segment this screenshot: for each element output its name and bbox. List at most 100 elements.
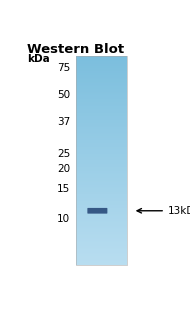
Bar <box>76 249 127 250</box>
Bar <box>76 119 127 120</box>
Bar <box>76 127 127 128</box>
Bar <box>76 157 127 158</box>
Bar <box>76 63 127 64</box>
Bar <box>76 264 127 265</box>
Bar <box>76 186 127 187</box>
Bar <box>76 255 127 256</box>
Bar <box>76 75 127 76</box>
Bar <box>76 154 127 155</box>
Bar <box>76 61 127 62</box>
Bar <box>76 208 127 209</box>
Bar <box>76 253 127 254</box>
Bar <box>76 59 127 60</box>
Bar <box>76 116 127 117</box>
Bar <box>76 101 127 102</box>
Bar <box>76 162 127 163</box>
Bar <box>76 68 127 69</box>
Bar <box>76 77 127 78</box>
Bar <box>76 180 127 181</box>
Bar <box>76 170 127 171</box>
Bar <box>76 226 127 227</box>
Text: kDa: kDa <box>27 54 49 64</box>
Bar <box>76 262 127 263</box>
Bar <box>76 151 127 152</box>
Bar <box>76 195 127 196</box>
Bar <box>76 125 127 126</box>
Bar <box>76 212 127 213</box>
Bar <box>76 84 127 85</box>
Bar <box>76 259 127 260</box>
Bar <box>76 98 127 99</box>
Bar <box>76 136 127 137</box>
Bar <box>76 164 127 165</box>
Bar <box>76 246 127 247</box>
Bar <box>76 163 127 164</box>
Bar <box>76 94 127 95</box>
Bar <box>76 179 127 180</box>
Bar <box>76 64 127 65</box>
Bar <box>76 132 127 133</box>
Bar <box>76 174 127 175</box>
Bar <box>76 172 127 173</box>
Bar <box>76 111 127 112</box>
Bar <box>76 110 127 111</box>
Text: 20: 20 <box>57 164 70 174</box>
Bar <box>76 72 127 73</box>
Bar <box>76 201 127 202</box>
Bar <box>76 152 127 153</box>
Bar <box>76 142 127 143</box>
Bar <box>76 91 127 92</box>
Bar <box>76 203 127 204</box>
Bar <box>76 123 127 124</box>
Bar <box>76 217 127 218</box>
Bar <box>76 112 127 113</box>
Bar <box>76 173 127 174</box>
Bar <box>76 96 127 97</box>
Bar <box>76 95 127 96</box>
Bar <box>76 138 127 139</box>
Bar <box>76 113 127 114</box>
Bar <box>76 178 127 179</box>
Bar <box>76 239 127 240</box>
Bar <box>76 108 127 109</box>
Bar <box>76 214 127 215</box>
Bar <box>76 120 127 121</box>
Bar <box>76 135 127 136</box>
Text: 10: 10 <box>57 214 70 224</box>
Bar <box>76 58 127 59</box>
Bar <box>76 194 127 195</box>
Bar <box>76 139 127 140</box>
Bar <box>76 200 127 201</box>
Bar <box>76 204 127 205</box>
Bar <box>76 199 127 200</box>
Bar <box>76 168 127 169</box>
Bar <box>76 56 127 57</box>
Bar <box>76 137 127 138</box>
Bar <box>76 131 127 132</box>
Bar <box>76 129 127 130</box>
Bar <box>76 161 127 162</box>
Bar <box>76 227 127 228</box>
Bar <box>76 79 127 80</box>
Bar <box>76 211 127 212</box>
Bar <box>76 78 127 79</box>
Bar <box>76 205 127 206</box>
Text: 50: 50 <box>57 90 70 100</box>
Bar <box>76 160 127 161</box>
Bar <box>76 231 127 232</box>
Bar <box>76 213 127 214</box>
Bar <box>76 210 127 211</box>
Bar <box>76 56 127 265</box>
Bar <box>76 121 127 122</box>
Text: 13kDa: 13kDa <box>168 206 190 216</box>
Text: 15: 15 <box>57 184 70 194</box>
Bar <box>76 118 127 119</box>
Bar <box>76 107 127 108</box>
Text: Western Blot: Western Blot <box>27 43 124 56</box>
Bar <box>76 220 127 221</box>
Bar <box>76 66 127 67</box>
Bar <box>76 260 127 261</box>
Bar <box>76 197 127 198</box>
Bar <box>76 202 127 203</box>
Bar <box>76 150 127 151</box>
